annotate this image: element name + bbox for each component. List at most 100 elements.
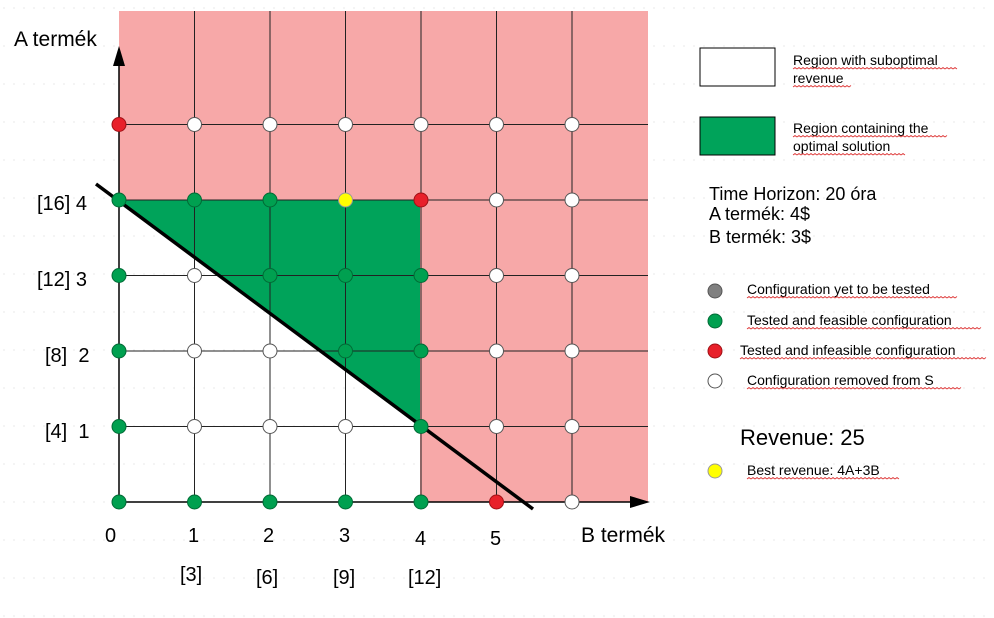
background-dot <box>713 197 715 199</box>
background-dot <box>523 615 525 617</box>
background-dot <box>733 197 735 199</box>
background-dot <box>643 615 645 617</box>
background-dot <box>33 577 35 579</box>
background-dot <box>743 615 745 617</box>
background-dot <box>103 121 105 123</box>
y-axis-arrow-icon <box>113 46 125 66</box>
legend-white-region-line2: revenue <box>793 70 844 86</box>
background-dot <box>363 7 365 9</box>
background-dot <box>33 501 35 503</box>
config-point-feasible <box>187 494 202 510</box>
x-tick-label: 3 <box>339 525 350 547</box>
background-dot <box>273 463 275 465</box>
background-dot <box>983 539 985 541</box>
background-dot <box>983 387 985 389</box>
background-dot <box>863 577 865 579</box>
background-dot <box>53 387 55 389</box>
background-dot <box>293 7 295 9</box>
background-dot <box>363 463 365 465</box>
spellcheck-squiggle <box>792 153 906 156</box>
background-dot <box>203 577 205 579</box>
background-dot <box>763 349 765 351</box>
background-dot <box>53 311 55 313</box>
background-dot <box>833 235 835 237</box>
background-dot <box>973 501 975 503</box>
background-dot <box>163 387 165 389</box>
x-axis-title: B termék <box>581 524 666 547</box>
background-dot <box>853 235 855 237</box>
background-dot <box>823 311 825 313</box>
background-dot <box>973 197 975 199</box>
background-dot <box>43 311 45 313</box>
background-dot <box>13 197 15 199</box>
background-dot <box>293 463 295 465</box>
background-dot <box>973 425 975 427</box>
background-dot <box>33 539 35 541</box>
background-dot <box>243 387 245 389</box>
config-point-removed <box>489 192 504 208</box>
background-dot <box>663 463 665 465</box>
background-dot <box>133 577 135 579</box>
background-dot <box>223 311 225 313</box>
background-dot <box>793 425 795 427</box>
background-dot <box>803 425 805 427</box>
background-dot <box>883 273 885 275</box>
background-dot <box>833 159 835 161</box>
background-dot <box>803 349 805 351</box>
background-dot <box>933 311 935 313</box>
background-dot <box>713 7 715 9</box>
background-dot <box>833 45 835 47</box>
background-dot <box>893 83 895 85</box>
background-dot <box>953 311 955 313</box>
spellcheck-squiggles <box>739 67 987 480</box>
background-dot <box>913 577 915 579</box>
background-dot <box>773 159 775 161</box>
background-dot <box>923 539 925 541</box>
background-dot <box>653 349 655 351</box>
background-dot <box>643 539 645 541</box>
background-dot <box>93 615 95 617</box>
background-dot <box>63 577 65 579</box>
background-dot <box>773 463 775 465</box>
background-dot <box>443 539 445 541</box>
background-dot <box>853 197 855 199</box>
background-dot <box>823 83 825 85</box>
config-point-feasible <box>413 419 429 434</box>
info-a-price: A termék: 4$ <box>709 204 810 224</box>
background-dot <box>33 159 35 161</box>
background-dot <box>823 273 825 275</box>
background-dot <box>983 577 985 579</box>
background-dot <box>663 7 665 9</box>
background-dot <box>933 45 935 47</box>
background-dot <box>713 273 715 275</box>
background-dot <box>713 235 715 237</box>
background-dot <box>663 121 665 123</box>
background-dot <box>743 7 745 9</box>
background-dot <box>83 387 85 389</box>
background-dot <box>633 539 635 541</box>
background-dot <box>143 463 145 465</box>
background-dot <box>793 615 795 617</box>
background-dot <box>863 463 865 465</box>
background-dot <box>43 235 45 237</box>
background-dot <box>33 45 35 47</box>
background-dot <box>803 121 805 123</box>
background-dot <box>233 539 235 541</box>
background-dot <box>873 7 875 9</box>
background-dot <box>63 501 65 503</box>
background-dot <box>883 83 885 85</box>
background-dot <box>133 387 135 389</box>
background-dot <box>43 615 45 617</box>
background-dot <box>213 349 215 351</box>
background-dot <box>523 539 525 541</box>
background-dot <box>663 273 665 275</box>
background-dot <box>573 539 575 541</box>
background-dot <box>913 311 915 313</box>
background-dot <box>153 387 155 389</box>
background-dot <box>763 577 765 579</box>
background-dot <box>913 425 915 427</box>
config-point-removed <box>564 343 580 359</box>
config-point-removed <box>489 268 504 283</box>
background-dot <box>293 577 295 579</box>
background-dot <box>413 463 415 465</box>
